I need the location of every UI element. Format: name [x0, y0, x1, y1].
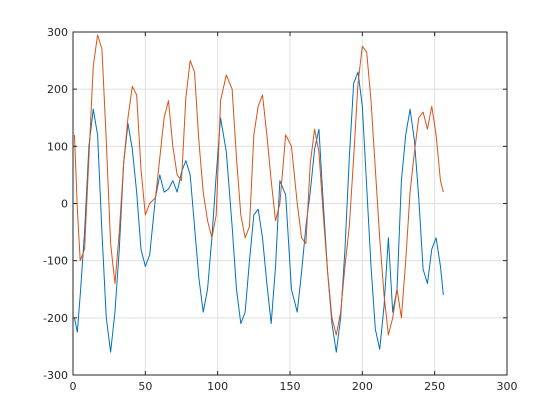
- x-tick-label: 150: [280, 380, 301, 393]
- series-line-1: [73, 71, 444, 353]
- y-tick-label: -200: [43, 312, 68, 325]
- x-tick-label: 200: [352, 380, 373, 393]
- y-tick-label: -100: [43, 255, 68, 268]
- y-tick-label: 0: [61, 198, 68, 211]
- y-tick-label: 100: [47, 140, 68, 153]
- axes: [72, 31, 508, 376]
- y-tick-label: -300: [43, 369, 68, 382]
- x-tick-label: 300: [497, 380, 518, 393]
- y-tick-label: 300: [47, 26, 68, 39]
- y-tick-label: 200: [47, 83, 68, 96]
- series-line-2: [73, 34, 444, 336]
- tick-labels: 0 50 100 150 200 250 300 -300 -200 -100 0 100 200 300: [43, 26, 517, 393]
- x-tick-label: 100: [207, 380, 228, 393]
- series-group: [73, 34, 444, 353]
- x-tick-label: 250: [424, 380, 445, 393]
- x-tick-label: 0: [70, 380, 77, 393]
- x-tick-label: 50: [138, 380, 152, 393]
